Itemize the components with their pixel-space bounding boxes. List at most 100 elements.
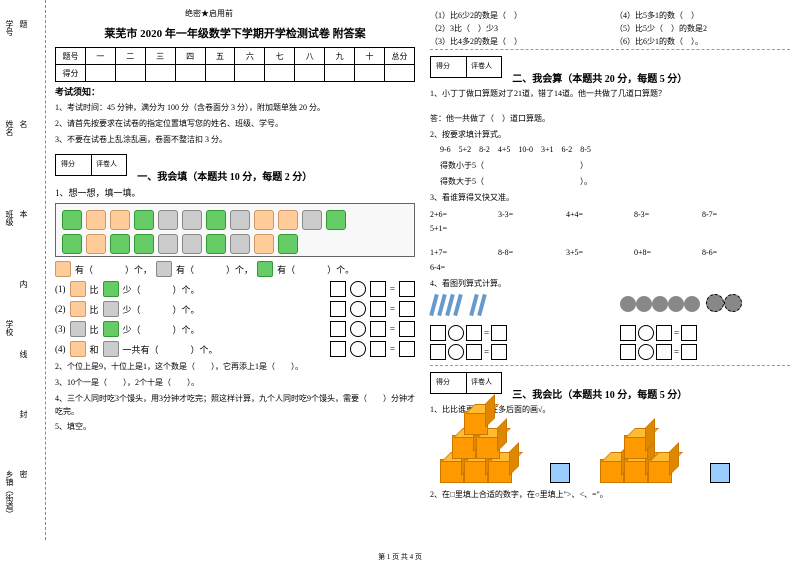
flower-icon [684, 296, 700, 312]
score-entry-box[interactable]: 得分 评卷人 [430, 56, 502, 78]
answer-box[interactable] [430, 325, 446, 341]
frog-icon [257, 261, 273, 277]
page-footer: 第 1 页 共 4 页 [0, 552, 800, 562]
th: 十 [355, 48, 385, 65]
operator-circle[interactable] [350, 321, 366, 337]
compare-row: (3) 比 少（）个。 = [55, 321, 415, 337]
check-box[interactable] [550, 463, 570, 483]
answer-box[interactable] [491, 325, 507, 341]
mouse-icon [302, 210, 322, 230]
answer-box[interactable] [430, 344, 446, 360]
th: 总分 [384, 48, 414, 65]
compare-row: (4) 和 一共有（）个。 = [55, 341, 415, 357]
answer-box[interactable] [656, 325, 672, 341]
th: 八 [295, 48, 325, 65]
score-entry-box[interactable]: 得分 评卷人 [430, 372, 502, 394]
margin-note: 题 [18, 20, 29, 28]
margin-label: 学校 [4, 320, 15, 336]
mouse-icon [103, 301, 119, 317]
frog-icon [62, 210, 82, 230]
answer-box[interactable] [399, 281, 415, 297]
flower-icon-dashed [706, 294, 724, 312]
answer-box[interactable] [491, 344, 507, 360]
answer-box[interactable] [656, 344, 672, 360]
margin-label: 乡镇（街道） [4, 470, 15, 518]
fill-blank-row: （3）比4多2的数是（ ）（6）比6少1的数（ ）。 [430, 36, 790, 47]
exam-title: 莱芜市 2020 年一年级数学下学期开学检测试卷 附答案 [55, 25, 415, 41]
th: 二 [115, 48, 145, 65]
th: 九 [325, 48, 355, 65]
q3-text: 3、10个一是（ ），2个十是（ ）。 [55, 377, 415, 390]
rabbit-icon [70, 341, 86, 357]
frog-icon [206, 210, 226, 230]
answer-box[interactable] [466, 344, 482, 360]
pencil-icon [477, 294, 487, 316]
q5-text: 5、填空。 [55, 421, 415, 434]
q4-text: 4、三个人同时吃3个馒头，用3分钟才吃完；照这样计算，九个人同时吃9个馒头，需要… [55, 393, 415, 419]
answer-box[interactable] [620, 344, 636, 360]
rabbit-icon [254, 210, 274, 230]
margin-note: 封 [18, 410, 29, 418]
rabbit-icon [70, 281, 86, 297]
answer-box[interactable] [330, 281, 346, 297]
answer-box[interactable] [330, 341, 346, 357]
grader-label: 评卷人 [96, 159, 117, 169]
rabbit-icon [86, 210, 106, 230]
flower-icon [620, 296, 636, 312]
flower-icon [668, 296, 684, 312]
answer-box[interactable] [330, 301, 346, 317]
operator-circle[interactable] [350, 341, 366, 357]
operator-circle[interactable] [448, 344, 464, 360]
frog-icon [278, 234, 298, 254]
operator-circle[interactable] [350, 301, 366, 317]
s3-q2: 2、在□里填上合适的数字，在○里填上">、<、="。 [430, 489, 790, 502]
compare-row: (1) 比 少（）个。 = [55, 281, 415, 297]
answer-box[interactable] [681, 325, 697, 341]
answer-box[interactable] [399, 341, 415, 357]
answer-box[interactable] [620, 325, 636, 341]
rabbit-icon [55, 261, 71, 277]
left-column: 绝密★启用前 莱芜市 2020 年一年级数学下学期开学检测试卷 附答案 题号 一… [55, 8, 415, 538]
answer-box[interactable] [681, 344, 697, 360]
score-entry-box[interactable]: 得分 评卷人 [55, 154, 127, 176]
frog-icon [326, 210, 346, 230]
frog-icon [103, 321, 119, 337]
operator-circle[interactable] [350, 281, 366, 297]
answer-box[interactable] [370, 341, 386, 357]
answer-box[interactable] [330, 321, 346, 337]
rabbit-icon [86, 234, 106, 254]
answer-box[interactable] [370, 301, 386, 317]
answer-box[interactable] [466, 325, 482, 341]
flower-icon [636, 296, 652, 312]
cube-stack-a [430, 423, 530, 483]
answer-box[interactable] [399, 301, 415, 317]
rabbit-icon [278, 210, 298, 230]
check-box[interactable] [710, 463, 730, 483]
answer-box[interactable] [370, 281, 386, 297]
equation-row: = [620, 325, 790, 341]
margin-label: 班级 [4, 210, 15, 226]
right-column: （1）比6少2的数是（ ）（4）比5多1的数（ ） （2）3比（ ）少3（5）比… [430, 8, 790, 538]
fill-blank-row: （2）3比（ ）少3（5）比5少（ ）的数是2 [430, 23, 790, 34]
s2-q3: 3、看谁算得又快又准。 [430, 192, 790, 205]
answer-box[interactable] [370, 321, 386, 337]
score-table: 题号 一 二 三 四 五 六 七 八 九 十 总分 得分 [55, 47, 415, 82]
cube-stack-b [590, 423, 690, 483]
operator-circle[interactable] [638, 325, 654, 341]
margin-note: 名 [18, 120, 29, 128]
q1-text: 1、想一想，填一填。 [55, 186, 415, 200]
flower-icon-dashed [724, 294, 742, 312]
frog-icon [134, 210, 154, 230]
operator-circle[interactable] [638, 344, 654, 360]
flower-icon [652, 296, 668, 312]
mouse-icon [158, 210, 178, 230]
rabbit-icon [110, 210, 130, 230]
answer-box[interactable] [399, 321, 415, 337]
operator-circle[interactable] [448, 325, 464, 341]
cube-comparison [430, 423, 790, 483]
mouse-icon [230, 210, 250, 230]
mouse-icon [156, 261, 172, 277]
th: 四 [175, 48, 205, 65]
margin-label: 学号 [4, 20, 15, 36]
animals-illustration [55, 203, 415, 257]
